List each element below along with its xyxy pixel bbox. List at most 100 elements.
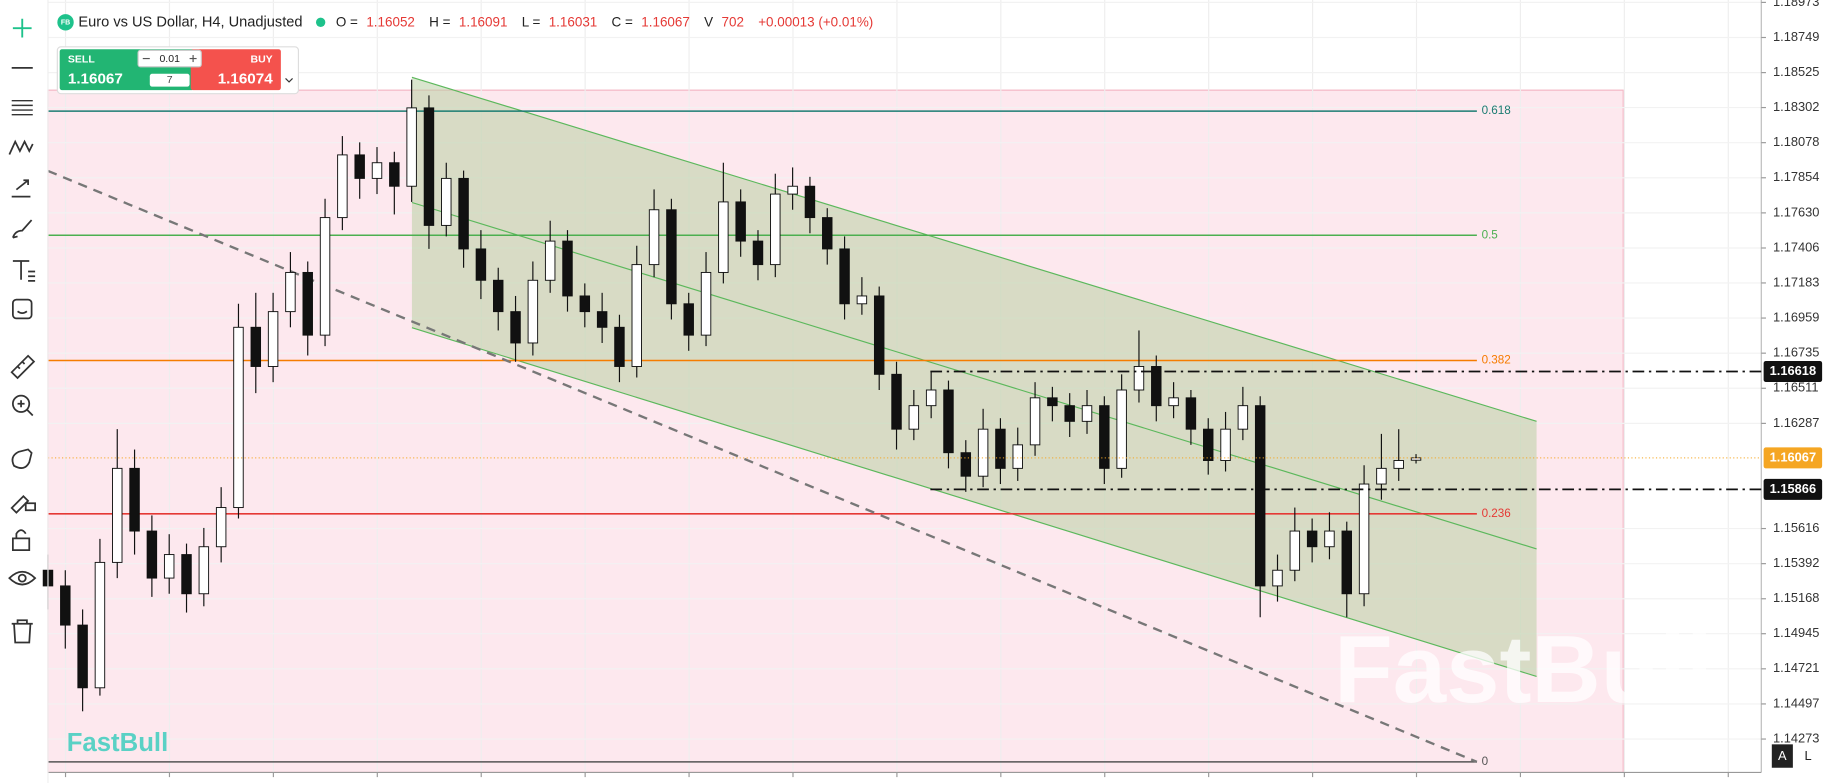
lot-input[interactable]: [137, 49, 202, 68]
projection-tool[interactable]: [11, 179, 31, 198]
candle-body: [1324, 530, 1335, 548]
overlay: 1.16618 1.15866 1.16067: [47, 360, 1823, 500]
delete-tool[interactable]: [11, 619, 33, 644]
fib-level-label: 0.382: [1482, 354, 1511, 367]
auto-scale-button[interactable]: [1771, 744, 1793, 768]
candle-body: [856, 295, 868, 305]
candle-body: [181, 554, 192, 595]
watermark: FastBull: [1334, 616, 1713, 723]
candle-body: [544, 240, 556, 281]
y-tick-label: 1.18525: [1773, 64, 1819, 79]
candle-body: [77, 624, 88, 689]
ohlc-label: H =: [429, 14, 450, 29]
candle-body: [873, 295, 885, 375]
candle-body: [752, 240, 764, 266]
candle-body: [1133, 366, 1145, 391]
y-tick-label: 1.16959: [1773, 309, 1819, 324]
change: +0.00013 (+0.01%): [758, 14, 873, 29]
candle-body: [822, 217, 833, 250]
y-tick-label: 1.14273: [1773, 730, 1819, 745]
candle-body: [1168, 397, 1179, 407]
candle-body: [94, 561, 106, 689]
y-tick-label: 1.16511: [1773, 380, 1819, 395]
candle-body: [804, 185, 816, 219]
candle-body: [700, 271, 712, 336]
magnet-tool[interactable]: [11, 448, 33, 469]
ohlc-value: 1.16067: [641, 14, 690, 29]
text-tool[interactable]: [12, 260, 36, 282]
visibility-tool[interactable]: [8, 570, 37, 586]
widget-collapse[interactable]: [285, 78, 293, 83]
candle-body: [250, 326, 262, 367]
candle-body: [1064, 405, 1075, 422]
price-axis: 1.18973 1.18749 1.18525 1.18302 1.18078 1.178…: [47, 0, 1835, 783]
spread: 7: [167, 74, 173, 86]
fib-level-label: 0: [1482, 755, 1489, 768]
candle-body: [337, 154, 348, 219]
buy-label: BUY: [250, 54, 272, 66]
candle-body: [839, 248, 850, 305]
candle-body: [423, 107, 435, 226]
y-tick-label: 1.16735: [1773, 345, 1819, 360]
candle-body: [1047, 397, 1058, 407]
last-price-label: 1.16067: [1770, 449, 1816, 464]
symbol-badge: FB: [61, 20, 70, 27]
toolbar: [8, 0, 49, 783]
brush-tool[interactable]: [12, 219, 33, 239]
candle-body: [1029, 397, 1041, 446]
status-dot: [315, 17, 326, 27]
candle-body: [1237, 405, 1249, 430]
candle-body: [891, 373, 902, 430]
candle-body: [1151, 366, 1162, 407]
channel-top: [411, 76, 1537, 422]
volume: 702: [722, 14, 744, 29]
candle-body: [683, 303, 694, 336]
candle-body: [1012, 444, 1023, 469]
candle-body: [163, 554, 175, 579]
zoom-handle: [17, 400, 34, 417]
candle-body: [233, 326, 244, 509]
lock-tool[interactable]: [11, 529, 31, 551]
lock-drawing-tool[interactable]: [10, 494, 36, 514]
y-tick-label: 1.18302: [1773, 99, 1819, 114]
y-tick-label: 1.18973: [1773, 0, 1819, 9]
candle-body: [614, 326, 625, 367]
zoom-tool[interactable]: [11, 394, 31, 413]
y-tick-label: 1.15616: [1773, 520, 1819, 535]
candle-body: [995, 428, 1006, 469]
candle-body: [1306, 530, 1318, 548]
channel: [411, 76, 1537, 678]
y-tick-label: 1.17854: [1773, 169, 1819, 184]
log-scale-label[interactable]: L: [1805, 748, 1812, 763]
candle-body: [371, 162, 383, 179]
candle-body: [925, 389, 937, 407]
sell-price: 1.16067: [68, 71, 123, 88]
y-tick-label: 1.15392: [1773, 555, 1819, 570]
ohlc-value: 1.16052: [366, 14, 415, 29]
candle-body: [648, 209, 660, 266]
buy-button[interactable]: [190, 49, 281, 91]
header: Euro vs US Dollar, H4, Unadjusted: [78, 14, 302, 30]
trend-line: [47, 169, 1478, 763]
emoji-tool[interactable]: [11, 298, 33, 320]
crosshair-tool[interactable]: [12, 18, 32, 38]
y-tick-label: 1.18078: [1773, 134, 1819, 149]
channel-bottom: [411, 327, 1537, 678]
candle-body: [1376, 467, 1387, 485]
candle-body: [1358, 483, 1370, 595]
candle-body: [510, 311, 521, 344]
candle-body: [492, 279, 504, 313]
pattern-tool[interactable]: [8, 139, 34, 155]
ruler-tool[interactable]: [10, 354, 36, 380]
auto-scale-label: A: [1778, 748, 1787, 763]
axis-bg: [1761, 0, 1835, 783]
candle-body: [579, 295, 591, 313]
symbol-icon: [57, 14, 74, 31]
ohlc-label: L =: [522, 14, 541, 29]
ohlc-value: 1.16031: [549, 14, 598, 29]
candle-body: [1272, 569, 1283, 587]
y-tick-label: 1.17406: [1773, 239, 1819, 254]
fib-tool[interactable]: [11, 99, 33, 116]
price-badge: [1763, 360, 1823, 383]
fib-level-label: 0.618: [1482, 104, 1511, 117]
